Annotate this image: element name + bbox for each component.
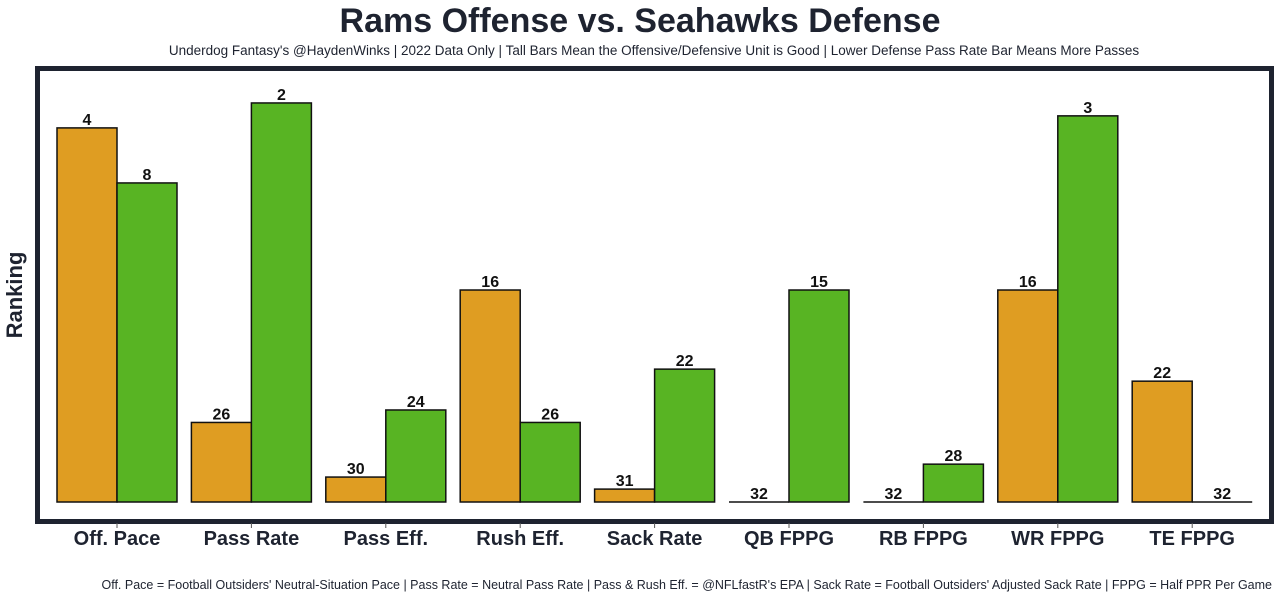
bar-defense [385, 409, 447, 503]
data-label: 32 [750, 486, 768, 503]
bar-offense [459, 289, 521, 503]
data-label: 16 [481, 274, 499, 291]
data-label: 8 [143, 167, 152, 184]
chart-caption: Off. Pace = Football Outsiders' Neutral-… [101, 578, 1272, 592]
bar-offense [190, 421, 253, 503]
bar-defense [250, 102, 313, 503]
data-label: 15 [810, 274, 828, 291]
x-tick-label: Sack Rate [607, 528, 703, 550]
bar-defense [519, 421, 581, 503]
bar-offense [56, 127, 118, 503]
chart-subtitle: Underdog Fantasy's @HaydenWinks | 2022 D… [168, 43, 1140, 58]
data-label: 4 [83, 112, 92, 129]
bar-defense [788, 289, 850, 503]
data-label: 30 [347, 461, 365, 478]
data-label: 22 [676, 353, 694, 370]
x-tick-label: QB FPPG [744, 528, 834, 550]
data-label: 2 [277, 87, 286, 104]
x-tick-label: Pass Eff. [344, 528, 428, 550]
data-label: 24 [407, 394, 425, 411]
data-label: 3 [1083, 100, 1092, 117]
bar-offense [1131, 380, 1193, 503]
x-tick-label: Rush Eff. [476, 528, 564, 550]
chart-title: Rams Offense vs. Seahawks Defense [339, 2, 941, 40]
data-label: 31 [616, 473, 634, 490]
data-label: 32 [885, 486, 903, 503]
data-label: 26 [541, 406, 559, 423]
bar-defense [653, 368, 716, 503]
x-tick-label: Off. Pace [74, 528, 161, 550]
bar-offense [997, 289, 1059, 503]
bar-offense [593, 488, 656, 503]
data-label: 22 [1153, 365, 1171, 382]
data-label: 28 [945, 448, 963, 465]
bar-defense [116, 182, 178, 503]
data-label: 32 [1213, 486, 1231, 503]
x-tick-label: TE FPPG [1149, 528, 1235, 550]
x-tick-label: RB FPPG [879, 528, 968, 550]
x-tick-label: WR FPPG [1011, 528, 1104, 550]
x-tick-label: Pass Rate [204, 528, 300, 550]
data-label: 16 [1019, 274, 1037, 291]
plot-frame [35, 66, 1274, 524]
bar-defense [922, 463, 985, 503]
bar-offense [325, 476, 387, 503]
bar-defense [1057, 115, 1119, 503]
data-label: 26 [213, 406, 231, 423]
